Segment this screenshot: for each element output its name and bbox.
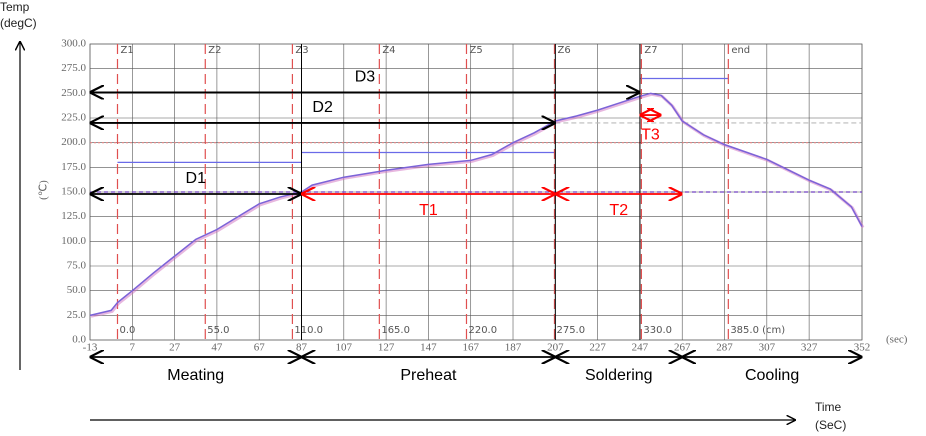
phase-label: Meating (167, 367, 224, 384)
span-label: D2 (312, 99, 333, 116)
x-tick-label: 107 (336, 342, 353, 354)
zone-label: Z3 (295, 45, 308, 56)
x-tick-label: 307 (759, 342, 776, 354)
y-tick-label: 200.0 (61, 136, 86, 148)
zone-label: Z6 (557, 45, 570, 56)
zone-label: Z2 (208, 45, 221, 56)
span-label: D3 (355, 69, 376, 86)
zone-label: Z1 (120, 45, 133, 56)
temp-curve-shadow (90, 92, 865, 318)
x-tick-label: 67 (254, 342, 266, 354)
zone-distance: 165.0 (381, 325, 410, 336)
zone-distance: 330.0 (643, 325, 672, 336)
zone-distance: 275.0 (556, 325, 585, 336)
zone-distance: 385.0 (cm) (730, 325, 785, 336)
y-tick-label: 275.0 (61, 62, 86, 74)
zone-label: Z7 (644, 45, 657, 56)
y-tick-label: 300.0 (61, 38, 86, 50)
span-label: T2 (609, 202, 628, 219)
y-tick-label: 175.0 (61, 161, 86, 173)
zone-label: Z5 (469, 45, 482, 56)
zone-distance: 220.0 (468, 325, 497, 336)
y-tick-label: 100.0 (61, 235, 86, 247)
x-tick-label: 47 (211, 342, 223, 354)
x-tick-label: 147 (420, 342, 437, 354)
zone-distance: 0.0 (119, 325, 135, 336)
phase-label: Soldering (585, 367, 653, 384)
x-label: (SeC) (815, 418, 846, 432)
x-tick-label: 127 (378, 342, 395, 354)
y-tick-label: 75.0 (67, 260, 87, 272)
y-unit: (℃) (38, 180, 50, 200)
y-tick-label: 50.0 (67, 284, 87, 296)
y-tick-label: 25.0 (67, 309, 87, 321)
x-tick-label: 352 (854, 342, 871, 354)
x-tick-label: 187 (505, 342, 522, 354)
x-tick-label: 7 (130, 342, 136, 354)
y-tick-label: 225.0 (61, 112, 86, 124)
y-tick-label: 250.0 (61, 87, 86, 99)
y-tick-label: 125.0 (61, 210, 86, 222)
zone-label: Z4 (382, 45, 395, 56)
phase-label: Cooling (745, 367, 799, 384)
span-label: D1 (186, 170, 207, 187)
x-tick-label: 87 (296, 342, 308, 354)
x-tick-label: 247 (632, 342, 649, 354)
y-tick-label: 150.0 (61, 186, 86, 198)
x-tick-label: 167 (462, 342, 479, 354)
zone-label: end (731, 45, 750, 56)
x-unit: (sec) (886, 334, 908, 346)
span-label: T3 (641, 126, 660, 143)
x-label: Time (815, 400, 842, 414)
x-tick-label: 27 (169, 342, 181, 354)
y-label: (degC) (0, 16, 37, 30)
phase-label: Preheat (400, 367, 457, 384)
x-tick-label: 287 (716, 342, 733, 354)
span-label: T1 (419, 202, 438, 219)
temp-curve (89, 92, 863, 317)
x-tick-label: 207 (547, 342, 564, 354)
x-tick-label: 227 (589, 342, 606, 354)
y-tick-label: 0.0 (72, 334, 86, 346)
x-tick-label: -13 (83, 342, 98, 354)
zone-distance: 55.0 (207, 325, 229, 336)
x-tick-label: 267 (674, 342, 691, 354)
x-tick-label: 327 (801, 342, 818, 354)
y-label: Temp (0, 0, 30, 14)
zone-distance: 110.0 (294, 325, 323, 336)
